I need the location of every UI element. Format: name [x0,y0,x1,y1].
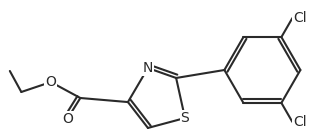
Text: Cl: Cl [294,11,307,25]
Text: O: O [62,112,73,126]
Text: Cl: Cl [294,115,307,129]
Text: S: S [181,111,189,125]
Text: N: N [143,61,153,75]
Text: O: O [45,75,56,89]
